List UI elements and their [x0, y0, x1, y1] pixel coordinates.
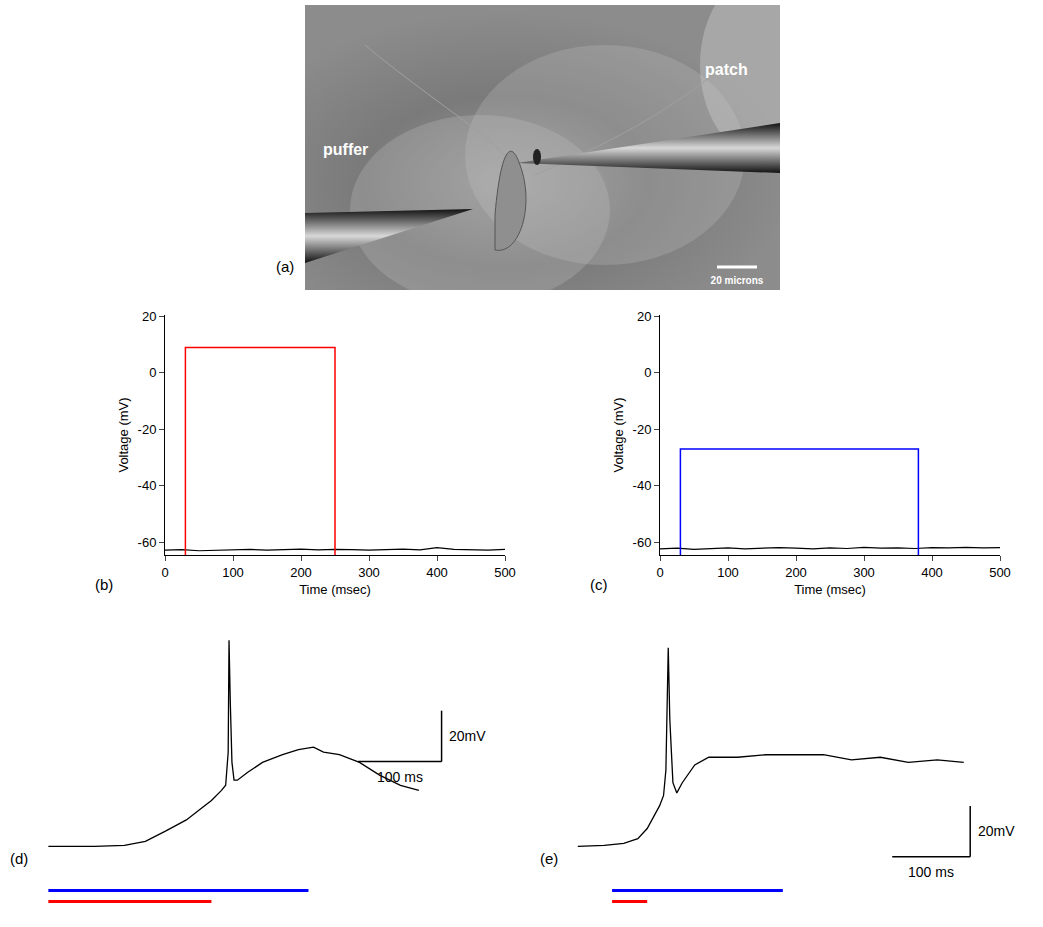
svg-text:puffer: puffer [323, 141, 368, 158]
svg-text:0: 0 [656, 565, 663, 580]
svg-text:20mV: 20mV [449, 728, 486, 744]
svg-text:100 ms: 100 ms [908, 864, 954, 880]
svg-text:500: 500 [989, 565, 1011, 580]
svg-text:Voltage (mV): Voltage (mV) [116, 397, 131, 472]
svg-text:-60: -60 [633, 535, 652, 550]
svg-text:Time (msec): Time (msec) [794, 582, 866, 597]
svg-text:300: 300 [358, 565, 380, 580]
svg-text:100 ms: 100 ms [377, 769, 423, 785]
svg-text:20mV: 20mV [978, 823, 1015, 839]
svg-text:100: 100 [717, 565, 739, 580]
svg-text:0: 0 [161, 565, 168, 580]
svg-text:-40: -40 [633, 478, 652, 493]
svg-text:0: 0 [149, 365, 156, 380]
svg-text:-40: -40 [138, 478, 157, 493]
svg-text:20: 20 [637, 309, 651, 324]
svg-text:-20: -20 [633, 422, 652, 437]
svg-text:0: 0 [644, 365, 651, 380]
svg-text:patch: patch [705, 61, 748, 78]
svg-text:-60: -60 [138, 535, 157, 550]
svg-text:-20: -20 [138, 422, 157, 437]
html-text:(b): (b) [95, 576, 114, 593]
svg-text:300: 300 [853, 565, 875, 580]
svg-text:400: 400 [426, 565, 448, 580]
html-text:(e): (e) [540, 850, 559, 867]
svg-text:400: 400 [921, 565, 943, 580]
html-text:(d): (d) [10, 850, 29, 867]
svg-text:200: 200 [290, 565, 312, 580]
svg-text:100: 100 [222, 565, 244, 580]
svg-text:200: 200 [785, 565, 807, 580]
svg-text:Time (msec): Time (msec) [299, 582, 371, 597]
html-text:(c): (c) [590, 576, 608, 593]
svg-text:500: 500 [494, 565, 516, 580]
html-text:(a): (a) [276, 258, 295, 275]
svg-text:20: 20 [142, 309, 156, 324]
svg-text:20 microns: 20 microns [711, 275, 764, 286]
svg-text:Voltage (mV): Voltage (mV) [611, 397, 626, 472]
